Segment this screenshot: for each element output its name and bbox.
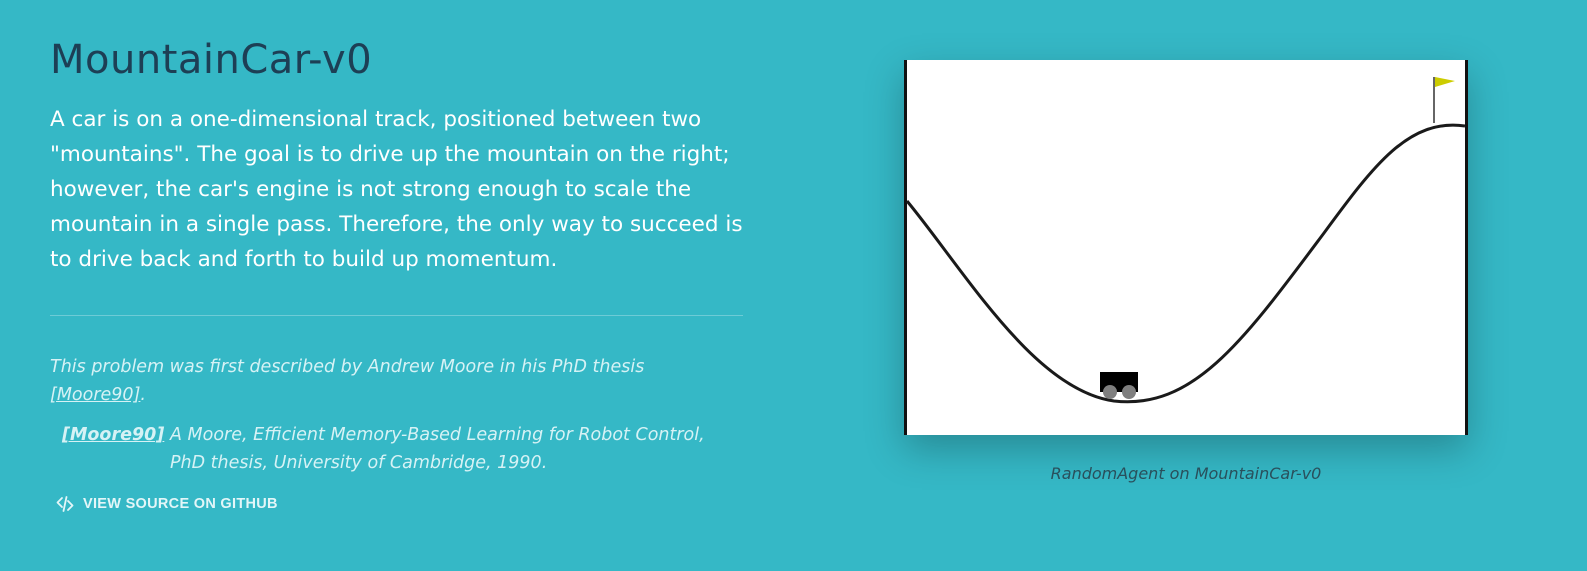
car-wheel-front [1122, 385, 1136, 399]
preview-caption: RandomAgent on MountainCar-v0 [1050, 464, 1322, 483]
citation-note: This problem was first described by Andr… [50, 353, 743, 409]
car [1100, 372, 1138, 399]
view-source-link[interactable]: VIEW SOURCE ON GITHUB [56, 495, 743, 513]
page-title: MountainCar-v0 [50, 37, 373, 83]
environment-info: MountainCar-v0 A car is on a one-dimensi… [50, 36, 743, 513]
environment-description: A car is on a one-dimensional track, pos… [50, 107, 743, 272]
goal-flag [1433, 77, 1455, 123]
citation-link[interactable]: [Moore90] [50, 385, 141, 405]
mountain-car-render [904, 60, 1468, 435]
reference-label[interactable]: [Moore90] [62, 425, 165, 445]
render-frame [904, 60, 1468, 435]
mountain-track [905, 123, 1466, 404]
citation-note-end: . [140, 385, 146, 405]
reference-entry: [Moore90] A Moore, Efficient Memory-Base… [50, 421, 743, 477]
code-icon [56, 495, 74, 513]
environment-preview: RandomAgent on MountainCar-v0 [904, 60, 1468, 483]
divider [50, 315, 743, 316]
reference-text: A Moore, Efficient Memory-Based Learning… [170, 425, 705, 473]
citation-note-text: This problem was first described by Andr… [50, 357, 645, 377]
car-wheel-rear [1103, 385, 1117, 399]
view-source-label: VIEW SOURCE ON GITHUB [83, 496, 278, 512]
